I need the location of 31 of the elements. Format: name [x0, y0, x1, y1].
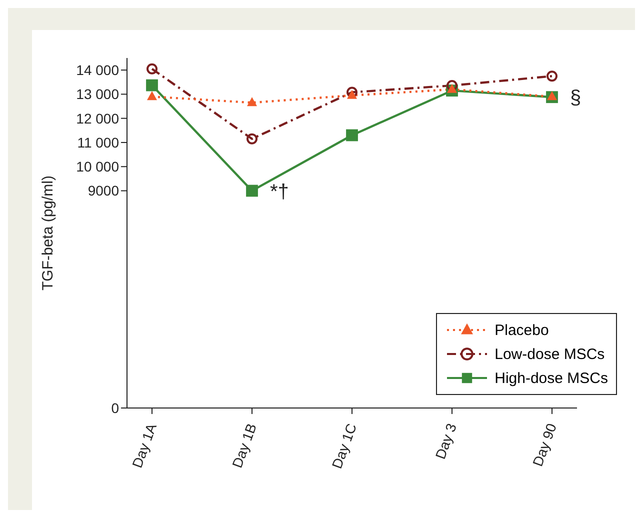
point — [546, 70, 558, 82]
y-tick-label: 0 — [111, 400, 120, 416]
point — [547, 91, 557, 100]
y-tick-label: 12 000 — [76, 110, 120, 126]
point — [346, 129, 358, 142]
x-tick-label: Day 1A — [128, 420, 160, 470]
point — [147, 91, 157, 100]
legend-label: High-dose MSCs — [494, 370, 608, 386]
y-axis-title: TGF-beta (pg/ml) — [39, 175, 56, 291]
y-tick-label: 14 000 — [76, 62, 120, 78]
point — [146, 63, 158, 74]
x-tick-label: Day 3 — [432, 421, 460, 462]
point — [446, 80, 458, 92]
y-tick-label: 10 000 — [76, 158, 120, 175]
x-tick-label: Day 1C — [328, 421, 360, 471]
y-tick-label: 13 000 — [76, 86, 120, 102]
legend-label: Low-dose MSCs — [494, 346, 605, 362]
y-tick-label: 9000 — [88, 182, 120, 199]
annotation: § — [570, 87, 582, 110]
legend-label: Placebo — [494, 322, 549, 338]
x-tick-label: Day 1B — [228, 421, 260, 470]
point — [246, 184, 258, 197]
point — [447, 84, 457, 93]
y-tick-label: 11 000 — [77, 134, 120, 150]
annotation: *† — [270, 180, 289, 203]
x-tick-label: Day 90 — [529, 421, 560, 468]
point — [146, 79, 158, 92]
point — [347, 90, 357, 99]
point — [247, 97, 257, 106]
point — [246, 133, 258, 144]
point — [346, 86, 358, 98]
